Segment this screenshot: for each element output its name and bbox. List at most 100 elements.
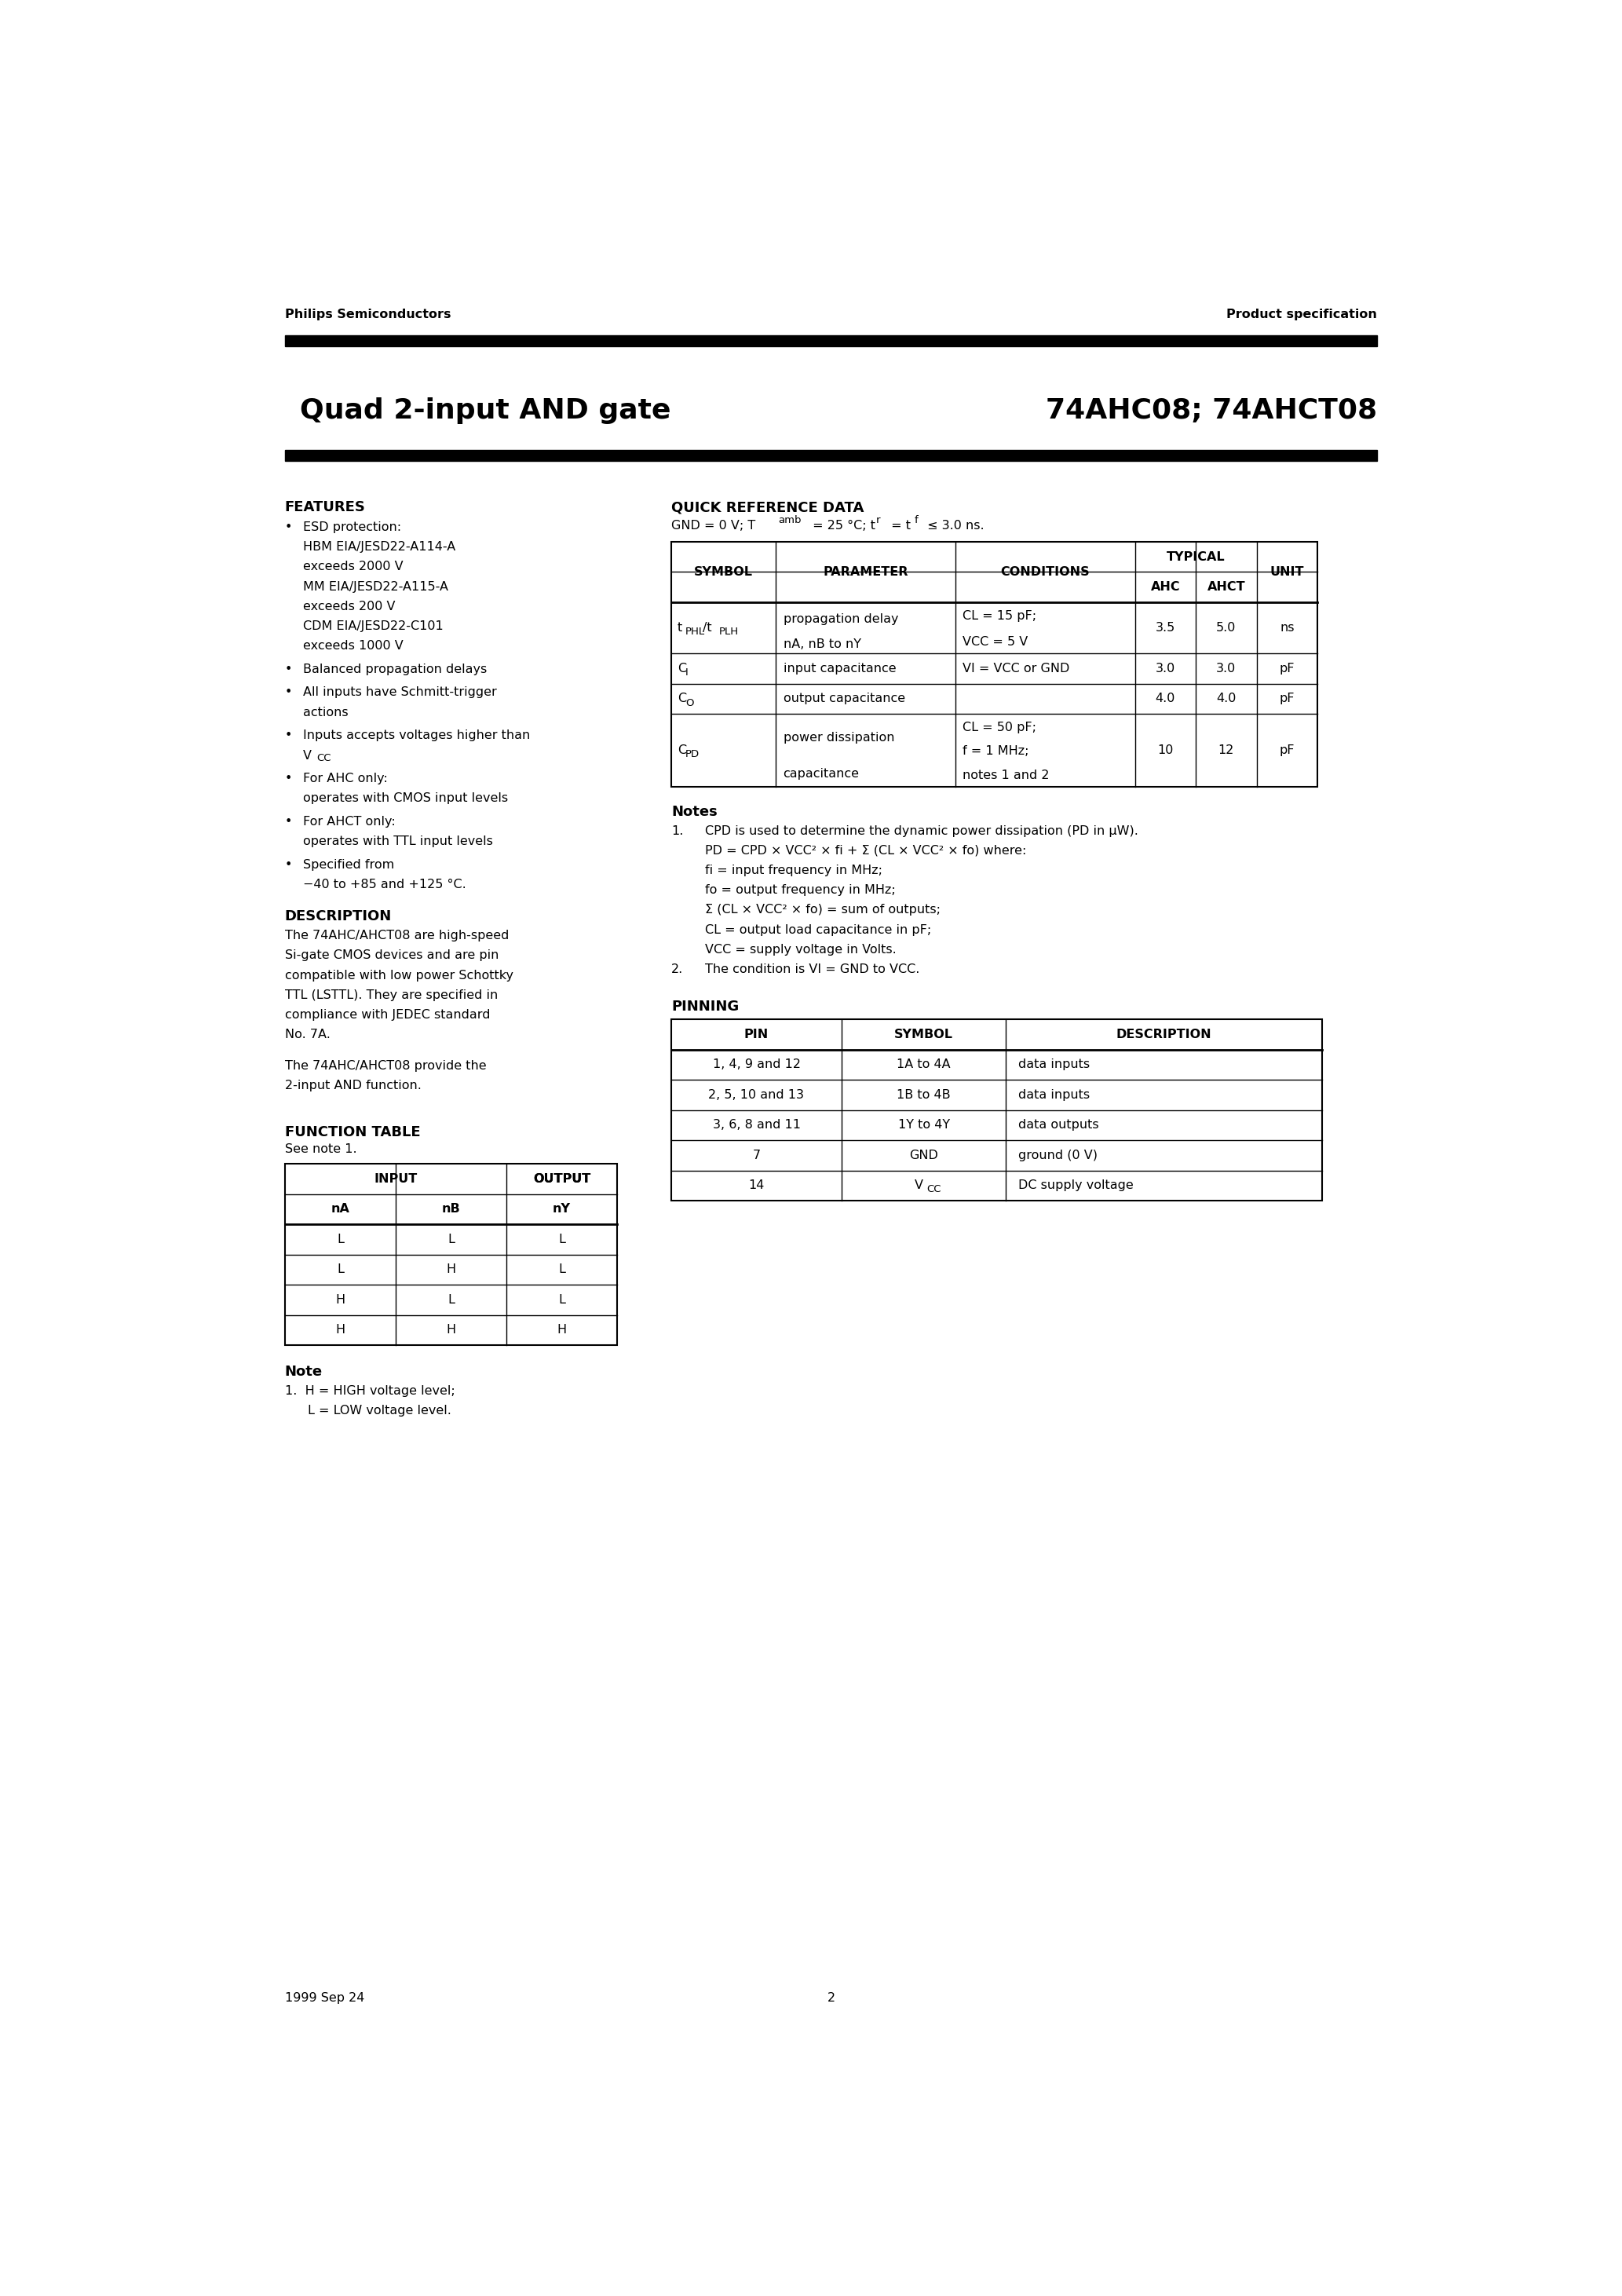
Text: PD = CPD × VCC² × fi + Σ (CL × VCC² × fo) where:: PD = CPD × VCC² × fi + Σ (CL × VCC² × fo… [704, 845, 1027, 856]
Text: PD: PD [686, 748, 699, 760]
Text: •: • [285, 664, 292, 675]
Text: See note 1.: See note 1. [285, 1143, 357, 1155]
Text: f = 1 MHz;: f = 1 MHz; [963, 746, 1028, 758]
Text: Quad 2-input AND gate: Quad 2-input AND gate [300, 397, 672, 425]
Text: CL = 50 pF;: CL = 50 pF; [963, 721, 1036, 732]
Text: data outputs: data outputs [1019, 1118, 1098, 1132]
Text: GND: GND [910, 1150, 938, 1162]
Text: CC: CC [926, 1185, 941, 1194]
Text: 3, 6, 8 and 11: 3, 6, 8 and 11 [712, 1118, 800, 1132]
Bar [672, 1019, 1322, 1201]
Text: 4.0: 4.0 [1216, 693, 1236, 705]
Text: L: L [337, 1263, 344, 1277]
Text: INPUT: INPUT [375, 1173, 417, 1185]
Text: notes 1 and 2: notes 1 and 2 [963, 769, 1049, 781]
Text: The 74AHC/AHCT08 are high-speed: The 74AHC/AHCT08 are high-speed [285, 930, 509, 941]
Text: AHCT: AHCT [1207, 581, 1246, 592]
Text: 12: 12 [1218, 744, 1234, 755]
Text: 10: 10 [1158, 744, 1173, 755]
Text: 14: 14 [748, 1180, 764, 1192]
Text: Balanced propagation delays: Balanced propagation delays [303, 664, 487, 675]
Text: operates with TTL input levels: operates with TTL input levels [303, 836, 493, 847]
Text: 3.0: 3.0 [1155, 664, 1176, 675]
Text: 7: 7 [753, 1150, 761, 1162]
Text: V: V [303, 748, 311, 762]
Text: power dissipation: power dissipation [783, 732, 894, 744]
Text: HBM EIA/JESD22-A114-A: HBM EIA/JESD22-A114-A [303, 542, 456, 553]
Text: 3.5: 3.5 [1155, 622, 1176, 634]
Text: ESD protection:: ESD protection: [303, 521, 401, 533]
Bar [285, 450, 1377, 461]
Text: t: t [678, 622, 683, 634]
Text: pF: pF [1280, 744, 1294, 755]
Text: TTL (LSTTL). They are specified in: TTL (LSTTL). They are specified in [285, 990, 498, 1001]
Text: PINNING: PINNING [672, 999, 740, 1013]
Text: actions: actions [303, 707, 349, 719]
Text: Note: Note [285, 1366, 323, 1380]
Text: nA, nB to nY: nA, nB to nY [783, 638, 861, 650]
Text: DESCRIPTION: DESCRIPTION [1116, 1029, 1212, 1040]
Text: OUTPUT: OUTPUT [534, 1173, 590, 1185]
Text: 2, 5, 10 and 13: 2, 5, 10 and 13 [709, 1088, 805, 1100]
Text: amb: amb [779, 514, 801, 526]
Bar [957, 542, 1134, 602]
Text: H: H [556, 1325, 566, 1336]
Text: FUNCTION TABLE: FUNCTION TABLE [285, 1125, 420, 1139]
Text: 1, 4, 9 and 12: 1, 4, 9 and 12 [712, 1058, 800, 1070]
Text: The condition is VI = GND to VCC.: The condition is VI = GND to VCC. [704, 964, 920, 976]
Text: compliance with JEDEC standard: compliance with JEDEC standard [285, 1008, 490, 1022]
Text: C: C [678, 744, 686, 755]
Text: PIN: PIN [744, 1029, 769, 1040]
Text: fo = output frequency in MHz;: fo = output frequency in MHz; [704, 884, 895, 895]
Text: MM EIA/JESD22-A115-A: MM EIA/JESD22-A115-A [303, 581, 448, 592]
Text: operates with CMOS input levels: operates with CMOS input levels [303, 792, 508, 804]
Text: •: • [285, 774, 292, 785]
Text: PLH: PLH [719, 627, 740, 636]
Text: CL = 15 pF;: CL = 15 pF; [963, 611, 1036, 622]
Text: 2-input AND function.: 2-input AND function. [285, 1079, 422, 1093]
Text: /t: /t [702, 622, 712, 634]
Text: •: • [285, 687, 292, 698]
Text: No. 7A.: No. 7A. [285, 1029, 331, 1040]
Text: 2.: 2. [672, 964, 683, 976]
Text: 1Y to 4Y: 1Y to 4Y [899, 1118, 950, 1132]
Text: The 74AHC/AHCT08 provide the: The 74AHC/AHCT08 provide the [285, 1061, 487, 1072]
Text: H: H [336, 1295, 345, 1306]
Text: •: • [285, 521, 292, 533]
Text: For AHC only:: For AHC only: [303, 774, 388, 785]
Text: = 25 °C; t: = 25 °C; t [809, 519, 876, 530]
Text: DC supply voltage: DC supply voltage [1019, 1180, 1134, 1192]
Text: SYMBOL: SYMBOL [694, 567, 753, 579]
Text: data inputs: data inputs [1019, 1088, 1090, 1100]
Text: L: L [448, 1295, 454, 1306]
Text: = t: = t [887, 519, 912, 530]
Text: CC: CC [316, 753, 331, 762]
Text: OUTPUT: OUTPUT [534, 1173, 590, 1185]
Text: H: H [446, 1325, 456, 1336]
Text: V: V [915, 1180, 923, 1192]
Bar [285, 1164, 616, 1345]
Text: exceeds 2000 V: exceeds 2000 V [303, 560, 404, 572]
Text: AHC: AHC [1150, 581, 1181, 592]
Text: Si-gate CMOS devices and are pin: Si-gate CMOS devices and are pin [285, 951, 498, 962]
Bar [673, 542, 775, 602]
Text: 1.  H = HIGH voltage level;: 1. H = HIGH voltage level; [285, 1384, 456, 1396]
Text: r: r [876, 514, 881, 526]
Text: Inputs accepts voltages higher than: Inputs accepts voltages higher than [303, 730, 530, 742]
Text: C: C [678, 664, 686, 675]
Text: L: L [448, 1233, 454, 1244]
Text: UNIT: UNIT [1270, 567, 1304, 579]
Text: TYPICAL: TYPICAL [1166, 551, 1225, 563]
Text: INPUT: INPUT [375, 1173, 417, 1185]
Text: L = LOW voltage level.: L = LOW voltage level. [308, 1405, 451, 1417]
Text: data inputs: data inputs [1019, 1058, 1090, 1070]
Bar [672, 542, 1317, 788]
Text: DESCRIPTION: DESCRIPTION [285, 909, 393, 923]
Text: exceeds 1000 V: exceeds 1000 V [303, 641, 404, 652]
Text: nB: nB [441, 1203, 461, 1215]
Text: O: O [686, 698, 694, 707]
Text: CL = output load capacitance in pF;: CL = output load capacitance in pF; [704, 923, 931, 937]
Text: Σ (CL × VCC² × fo) = sum of outputs;: Σ (CL × VCC² × fo) = sum of outputs; [704, 905, 941, 916]
Bar [285, 335, 1377, 347]
Text: ground (0 V): ground (0 V) [1019, 1150, 1098, 1162]
